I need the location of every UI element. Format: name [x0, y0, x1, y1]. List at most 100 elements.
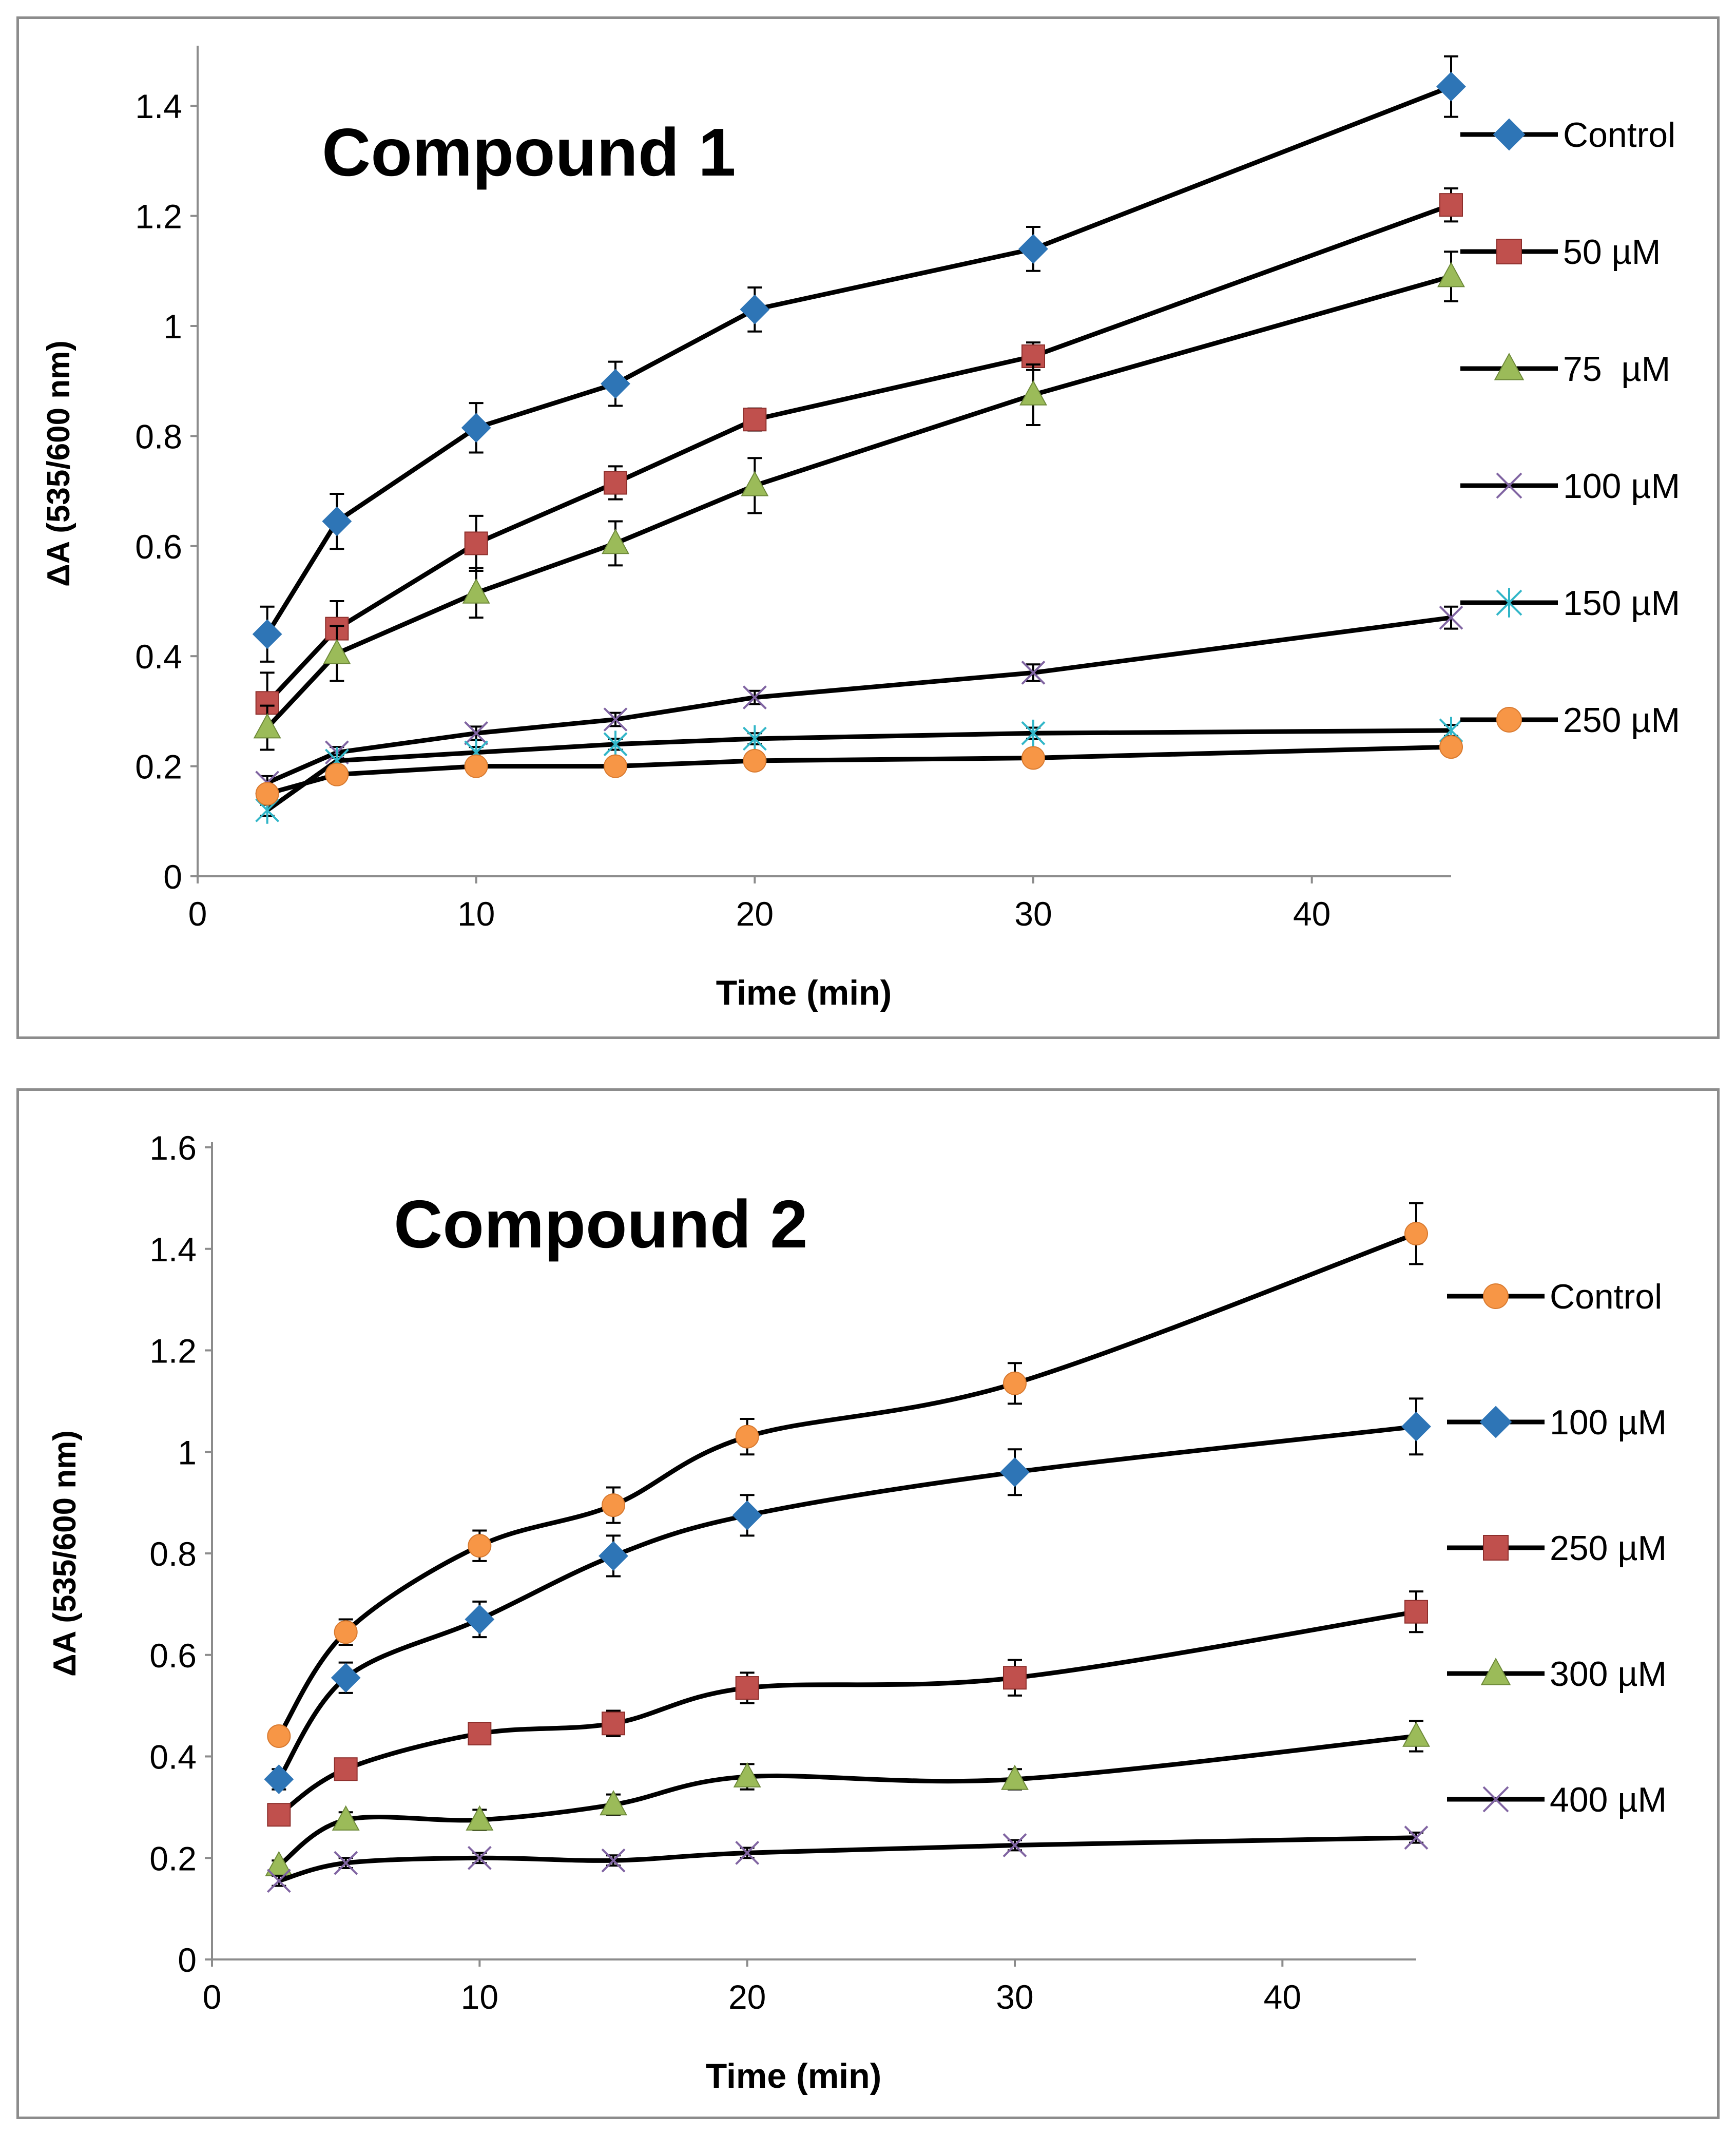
data-point: [462, 578, 490, 604]
y-tick-label: 1: [178, 1433, 197, 1471]
data-point: [267, 1803, 291, 1827]
data-point: [733, 1762, 761, 1787]
legend-label: 300 µM: [1550, 1655, 1667, 1694]
series-100-um: [255, 605, 1463, 795]
data-point: [264, 1764, 294, 1794]
legend-marker: [1479, 1406, 1512, 1438]
legend-item-100-um: 100 µM: [1460, 467, 1680, 506]
y-tick-label: 0.2: [149, 1839, 197, 1877]
x-axis-title: Time (min): [716, 973, 892, 1012]
y-axis-title: ΔA (535/600 nm): [41, 340, 76, 587]
chart-compound-1: 0 0.2 0.4 0.6 0.8 1 1.2 1.4 0 10 20 30 40 Time (min) Δ…: [41, 46, 1680, 1012]
y-tick-label: 0.4: [149, 1738, 197, 1776]
legend-label: 50 µM: [1563, 233, 1661, 272]
legend-marker: [1494, 353, 1525, 380]
data-point: [322, 506, 352, 536]
x-tick-label: 20: [728, 1978, 766, 2016]
data-point: [325, 762, 349, 786]
data-point: [1401, 1411, 1431, 1441]
data-point: [735, 1840, 760, 1865]
series-300-um: [265, 1720, 1430, 1876]
data-point: [1404, 1600, 1428, 1624]
x-axis-title: Time (min): [706, 2056, 882, 2095]
data-point: [252, 619, 282, 649]
legend-marker: [1480, 1658, 1511, 1685]
legend-label: 400 µM: [1550, 1780, 1667, 1819]
chart-panel-compound-1: 0 0.2 0.4 0.6 0.8 1 1.2 1.4 0 10 20 30 40 Time (min) Δ…: [16, 16, 1720, 1039]
data-point: [604, 471, 627, 495]
series-control: [252, 55, 1466, 663]
x-tick-label: 30: [1014, 895, 1052, 933]
data-point: [742, 725, 767, 753]
legend-label: Control: [1563, 116, 1675, 155]
data-point: [1002, 1833, 1027, 1857]
series-line-control: [277, 1231, 1417, 1738]
data-point: [735, 1676, 759, 1700]
data-point: [743, 408, 767, 432]
legend-marker: [1496, 707, 1522, 733]
data-point: [601, 369, 630, 399]
x-tick-label: 10: [461, 1978, 498, 2016]
legend-item-150-um: 150 µM: [1460, 584, 1680, 623]
data-point: [267, 1724, 291, 1748]
data-point: [334, 1757, 358, 1781]
data-point: [332, 1805, 360, 1831]
series-50-um: [255, 187, 1463, 735]
data-point: [1021, 719, 1046, 747]
series-control: [267, 1202, 1428, 1748]
data-point: [604, 754, 627, 778]
data-point: [255, 782, 279, 806]
y-tick-label: 1.2: [149, 1332, 197, 1370]
legend-marker: [1483, 1283, 1509, 1309]
data-point: [253, 713, 281, 739]
y-tick-label: 1.2: [135, 198, 182, 236]
x-tick-label: 0: [188, 895, 207, 933]
legend-marker: [1483, 1535, 1509, 1561]
chart-compound-2: 0 0.2 0.4 0.6 0.8 1 1.2 1.4 1.6 0 10 20 30 40 Time (mi…: [47, 1129, 1667, 2095]
legend-item-400-um: 400 µM: [1447, 1780, 1667, 1819]
data-point: [1404, 1222, 1428, 1246]
y-tick-label: 0.8: [149, 1535, 197, 1573]
legend-marker: [1482, 1786, 1509, 1813]
data-point: [266, 1869, 291, 1893]
chart-title: Compound 1: [322, 114, 736, 190]
x-tick-label: 40: [1293, 895, 1330, 933]
legend-label: 150 µM: [1563, 584, 1680, 623]
x-tick-label: 0: [203, 1978, 222, 2016]
data-point: [464, 721, 489, 745]
data-point: [603, 730, 628, 758]
legend-marker: [1493, 118, 1526, 151]
data-point: [334, 1620, 358, 1644]
data-point: [1402, 1721, 1430, 1747]
legend-marker: [1496, 472, 1522, 499]
series-line-400-um: [278, 1835, 1417, 1883]
legend-label: 100 µM: [1563, 467, 1680, 506]
legend-item-75-um: 75 µM: [1460, 350, 1670, 389]
data-point: [466, 1805, 494, 1831]
legend-label: 250 µM: [1550, 1529, 1667, 1568]
legend-item-control: Control: [1447, 1277, 1662, 1316]
y-tick-label: 1.6: [149, 1129, 197, 1167]
y-tick-label: 0.6: [135, 528, 182, 566]
data-point: [740, 294, 770, 324]
data-point: [467, 1845, 492, 1870]
x-tick-label: 40: [1264, 1978, 1301, 2016]
data-point: [600, 1790, 627, 1816]
data-point: [601, 1848, 626, 1873]
series-line-100-um: [277, 1424, 1417, 1781]
series-150-um: [255, 717, 1463, 824]
legend-item-250-um: 250 µM: [1447, 1529, 1667, 1568]
data-point: [331, 1663, 361, 1693]
series-250-um: [267, 1590, 1428, 1827]
legend-label: 75 µM: [1563, 350, 1670, 389]
series-400-um: [266, 1825, 1429, 1893]
data-point: [742, 685, 767, 710]
y-tick-label: 0: [163, 858, 182, 896]
data-point: [1021, 660, 1046, 685]
chart-title: Compound 2: [394, 1186, 808, 1262]
data-point: [464, 531, 488, 555]
series-75-um: [253, 251, 1465, 751]
data-point: [1439, 193, 1463, 217]
data-point: [1436, 71, 1466, 102]
legend-item-50-um: 50 µM: [1460, 233, 1661, 272]
